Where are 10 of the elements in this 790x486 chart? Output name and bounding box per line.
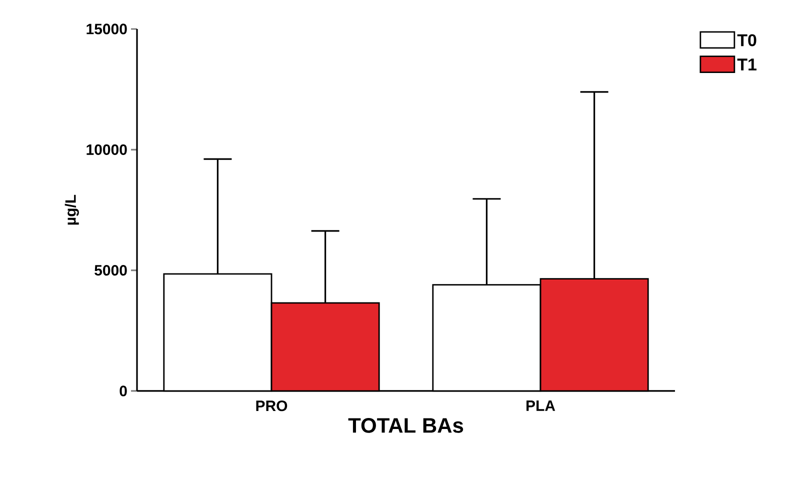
x-axis-title: TOTAL BAs [348,418,464,433]
y-tick-label: 15000 [86,24,127,34]
y-tick-label: 0 [120,386,127,396]
x-tick-label: PLA [526,400,556,411]
legend-label: T1 [737,58,756,70]
y-axis-title: µg/L [64,194,79,225]
legend-label: T0 [737,34,756,46]
y-tick-label: 5000 [94,265,127,276]
y-tick-label: 10000 [86,144,127,155]
x-tick-label: PRO [256,400,288,412]
